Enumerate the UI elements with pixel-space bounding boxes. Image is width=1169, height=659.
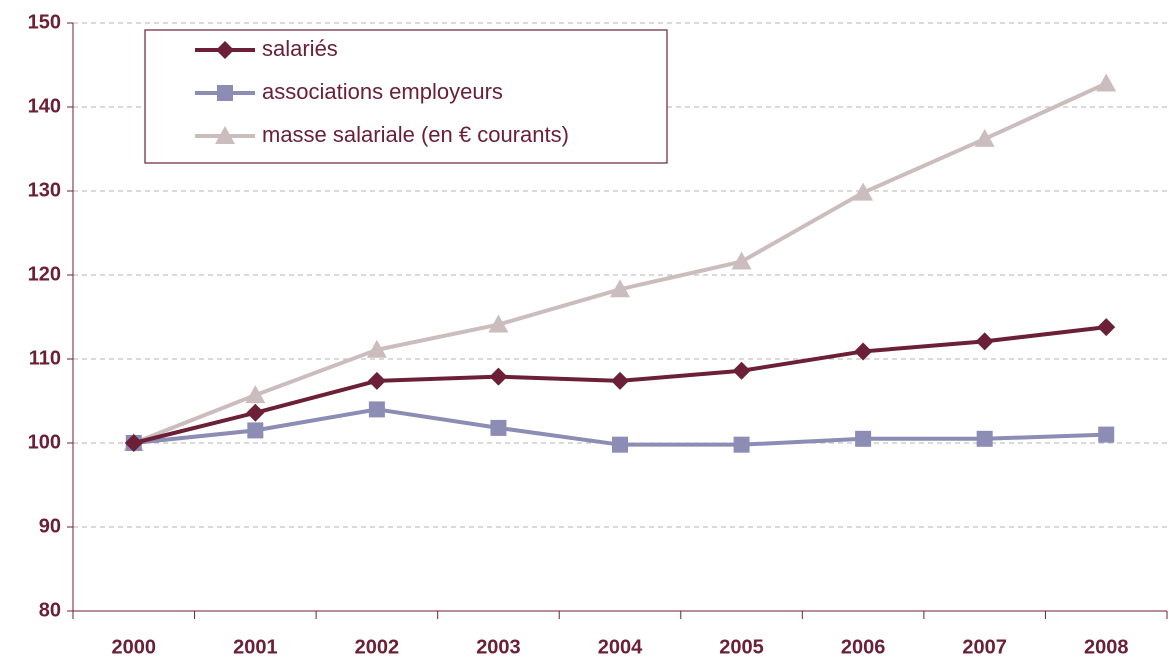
marker [976, 430, 993, 447]
y-tick-label: 100 [28, 431, 61, 453]
marker [855, 430, 872, 447]
marker [124, 434, 143, 452]
marker [1098, 426, 1115, 443]
y-tick-label: 120 [28, 263, 61, 285]
marker [488, 314, 509, 333]
x-tick-label: 2002 [355, 636, 400, 658]
marker [1097, 318, 1116, 337]
marker [246, 403, 265, 422]
marker [245, 385, 266, 404]
marker [731, 251, 752, 270]
x-tick-label: 2005 [719, 636, 764, 658]
legend-marker [217, 85, 233, 101]
marker [974, 128, 995, 147]
legend-label: associations employeurs [262, 79, 503, 104]
legend-marker [215, 126, 235, 144]
marker [853, 182, 874, 201]
legend-marker [216, 41, 234, 59]
marker [247, 422, 264, 439]
marker [733, 436, 750, 453]
y-tick-label: 130 [28, 179, 61, 201]
marker [732, 361, 751, 380]
marker [489, 367, 508, 386]
x-tick-label: 2006 [841, 636, 886, 658]
y-tick-label: 80 [39, 599, 61, 621]
marker [490, 419, 507, 436]
x-tick-label: 2007 [962, 636, 1007, 658]
x-tick-label: 2004 [598, 636, 643, 658]
x-tick-label: 2003 [476, 636, 521, 658]
marker [975, 332, 994, 351]
y-tick-label: 90 [39, 515, 61, 537]
marker [368, 401, 385, 418]
marker [366, 339, 387, 358]
legend-label: masse salariale (en € courants) [262, 122, 569, 147]
marker [612, 436, 628, 453]
y-tick-label: 150 [28, 11, 61, 33]
x-tick-label: 2008 [1084, 636, 1129, 658]
x-tick-label: 2001 [233, 636, 278, 658]
y-tick-label: 110 [29, 347, 61, 369]
marker [367, 371, 386, 390]
marker [1096, 73, 1117, 92]
marker [610, 279, 630, 298]
marker [611, 371, 629, 390]
y-tick-label: 140 [28, 95, 61, 117]
marker [854, 342, 873, 361]
legend-label: salariés [262, 36, 338, 61]
x-tick-label: 2000 [112, 636, 157, 658]
